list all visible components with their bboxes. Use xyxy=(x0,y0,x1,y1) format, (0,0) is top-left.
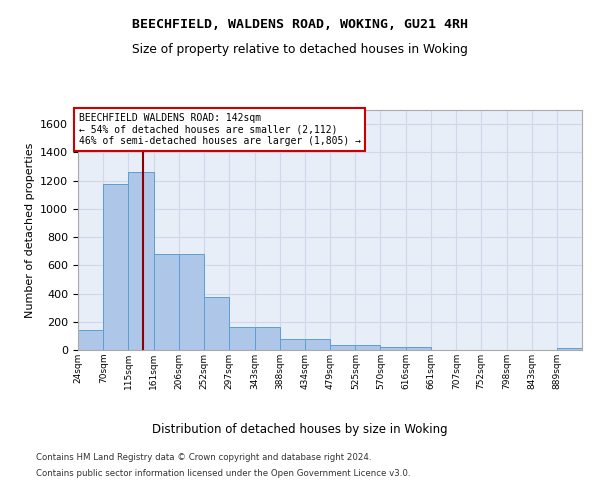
Bar xyxy=(78,330,103,350)
Bar xyxy=(406,347,431,350)
Bar xyxy=(280,338,305,350)
Text: Contains public sector information licensed under the Open Government Licence v3: Contains public sector information licen… xyxy=(36,468,410,477)
Bar xyxy=(229,326,254,350)
Text: BEECHFIELD WALDENS ROAD: 142sqm
← 54% of detached houses are smaller (2,112)
46%: BEECHFIELD WALDENS ROAD: 142sqm ← 54% of… xyxy=(79,113,361,146)
Text: Contains HM Land Registry data © Crown copyright and database right 2024.: Contains HM Land Registry data © Crown c… xyxy=(36,454,371,462)
Text: Distribution of detached houses by size in Woking: Distribution of detached houses by size … xyxy=(152,422,448,436)
Text: Size of property relative to detached houses in Woking: Size of property relative to detached ho… xyxy=(132,42,468,56)
Bar xyxy=(380,347,406,350)
Text: BEECHFIELD, WALDENS ROAD, WOKING, GU21 4RH: BEECHFIELD, WALDENS ROAD, WOKING, GU21 4… xyxy=(132,18,468,30)
Bar xyxy=(128,172,154,350)
Bar xyxy=(254,326,280,350)
Bar xyxy=(103,184,128,350)
Bar xyxy=(154,254,179,350)
Bar xyxy=(204,297,229,350)
Bar xyxy=(179,254,204,350)
Bar xyxy=(330,345,355,350)
Bar xyxy=(557,348,582,350)
Bar xyxy=(355,345,380,350)
Y-axis label: Number of detached properties: Number of detached properties xyxy=(25,142,35,318)
Bar xyxy=(305,338,330,350)
